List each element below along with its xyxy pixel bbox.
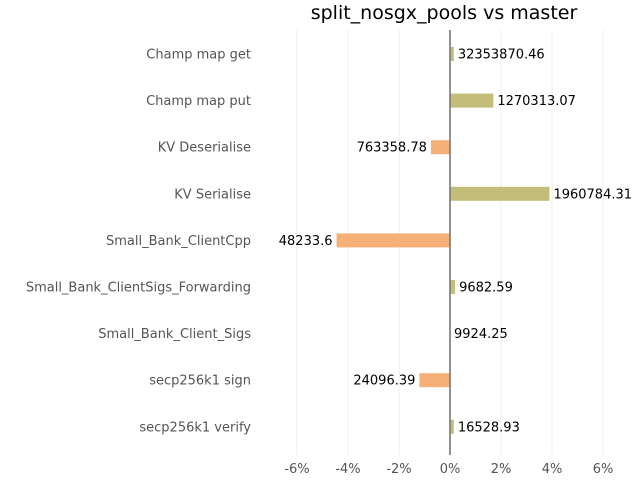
x-tick-label: -6% xyxy=(284,462,309,477)
category-label: Champ map get xyxy=(146,48,251,63)
bars xyxy=(336,47,550,434)
x-tick-label: 2% xyxy=(491,462,512,477)
data-label: 48233.6 xyxy=(279,234,333,249)
category-label: secp256k1 sign xyxy=(149,374,251,389)
bar xyxy=(450,280,456,294)
category-label: KV Serialise xyxy=(174,187,251,202)
bar xyxy=(450,93,494,108)
category-label: Small_Bank_ClientCpp xyxy=(106,234,251,249)
x-tick-label: -2% xyxy=(386,462,411,477)
bar xyxy=(336,233,450,248)
category-label: KV Deserialise xyxy=(158,141,251,156)
data-label: 16528.93 xyxy=(458,420,520,435)
bar xyxy=(430,140,450,155)
data-labels: 32353870.46 1270313.07 763358.78 1960784.31… xyxy=(279,48,632,436)
bar xyxy=(450,47,454,61)
x-tick-label: 6% xyxy=(593,462,614,477)
x-tick-label: 4% xyxy=(542,462,563,477)
x-tick-label: -4% xyxy=(335,462,360,477)
category-label: Champ map put xyxy=(146,94,251,109)
data-label: 9682.59 xyxy=(459,281,513,296)
x-tick-labels: -6% -4% -2% 0% 2% 4% 6% xyxy=(284,462,613,477)
data-label: 32353870.46 xyxy=(458,48,545,63)
category-label: Small_Bank_ClientSigs_Forwarding xyxy=(26,281,251,296)
category-labels: Champ map get Champ map put KV Deserialise… xyxy=(26,48,251,436)
data-label: 9924.25 xyxy=(454,327,508,342)
data-label: 1960784.31 xyxy=(553,187,632,202)
bar xyxy=(450,186,550,201)
data-label: 1270313.07 xyxy=(497,94,576,109)
category-label: Small_Bank_Client_Sigs xyxy=(98,327,251,342)
chart-title: split_nosgx_pools vs master xyxy=(311,2,578,24)
bar xyxy=(450,419,454,434)
data-label: 763358.78 xyxy=(357,141,427,156)
category-label: secp256k1 verify xyxy=(139,420,251,435)
data-label: 24096.39 xyxy=(353,374,415,389)
bar xyxy=(419,373,450,388)
x-tick-label: 0% xyxy=(440,462,461,477)
